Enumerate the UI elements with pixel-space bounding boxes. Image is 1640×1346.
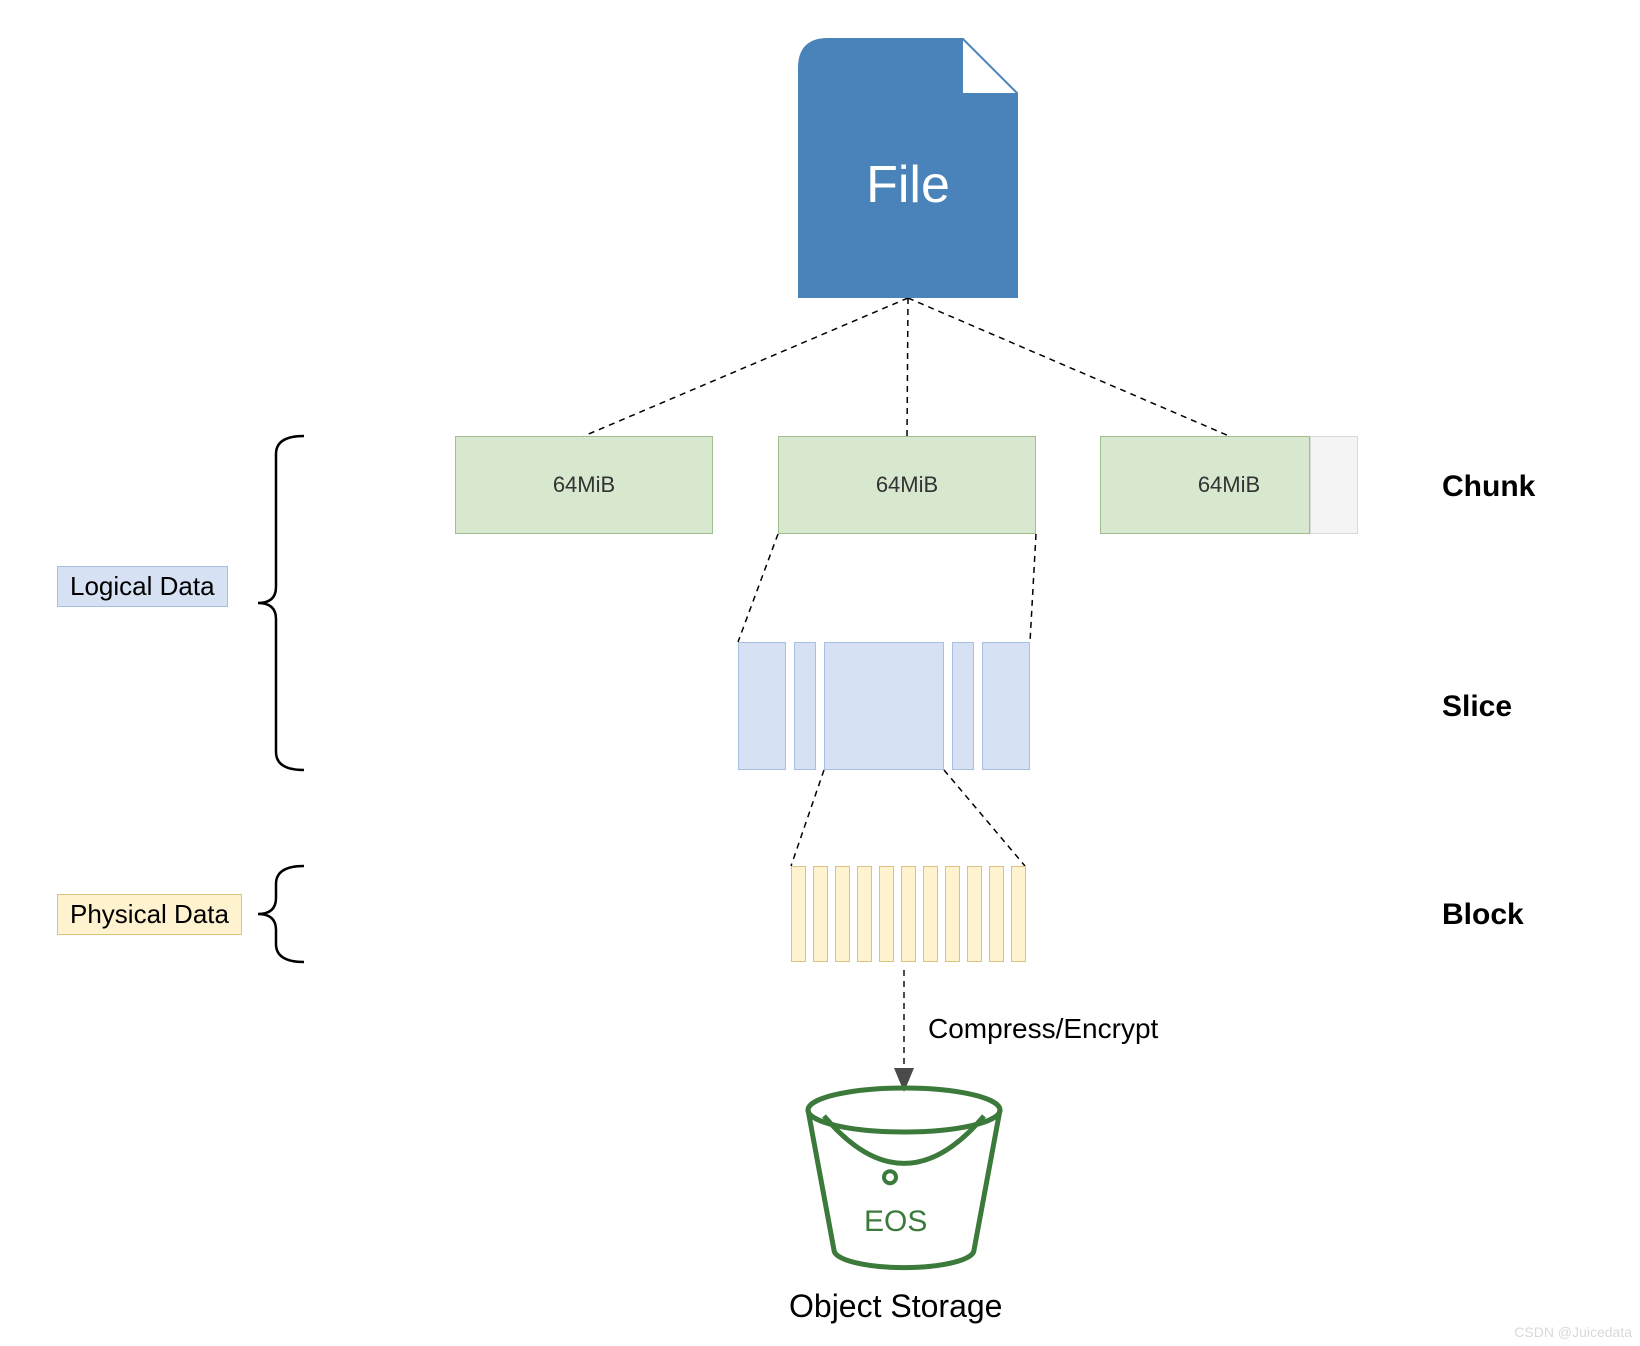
chunk-size-label: 64MiB: [876, 472, 938, 498]
chunk-box: 64MiB: [455, 436, 713, 534]
physical-data-tag: Physical Data: [57, 894, 242, 935]
slice-box: [824, 642, 944, 770]
block-row-label: Block: [1442, 898, 1524, 932]
diagram-canvas: File 64MiB 64MiB 64MiB Logical Data Physic…: [0, 0, 1640, 1346]
block-box: [791, 866, 806, 962]
block-box: [835, 866, 850, 962]
block-box: [813, 866, 828, 962]
compress-encrypt-label: Compress/Encrypt: [928, 1013, 1158, 1045]
block-box: [967, 866, 982, 962]
block-box: [945, 866, 960, 962]
bucket-label-below: Object Storage: [789, 1288, 1002, 1325]
slice-box: [952, 642, 974, 770]
watermark: CSDN @Juicedata: [1514, 1324, 1632, 1340]
chunk-box: 64MiB: [778, 436, 1036, 534]
slice-row-label: Slice: [1442, 690, 1512, 724]
block-box: [879, 866, 894, 962]
object-storage-bucket: [778, 1080, 1030, 1280]
slice-box: [982, 642, 1030, 770]
block-box: [901, 866, 916, 962]
block-box: [989, 866, 1004, 962]
logical-data-label: Logical Data: [70, 571, 215, 601]
block-box: [857, 866, 872, 962]
block-box: [1011, 866, 1026, 962]
chunk-row-label: Chunk: [1442, 470, 1535, 504]
chunk-box-partial: [1310, 436, 1358, 534]
chunk-box: 64MiB: [1100, 436, 1310, 534]
bucket-label-inside: EOS: [864, 1205, 927, 1239]
physical-data-label: Physical Data: [70, 899, 229, 929]
block-box: [923, 866, 938, 962]
logical-data-tag: Logical Data: [57, 566, 228, 607]
slice-box: [794, 642, 816, 770]
chunk-size-label: 64MiB: [553, 472, 615, 498]
file-label: File: [798, 155, 1018, 215]
chunk-size-label: 64MiB: [1198, 472, 1260, 498]
slice-box: [738, 642, 786, 770]
file-icon: File: [798, 38, 1018, 298]
